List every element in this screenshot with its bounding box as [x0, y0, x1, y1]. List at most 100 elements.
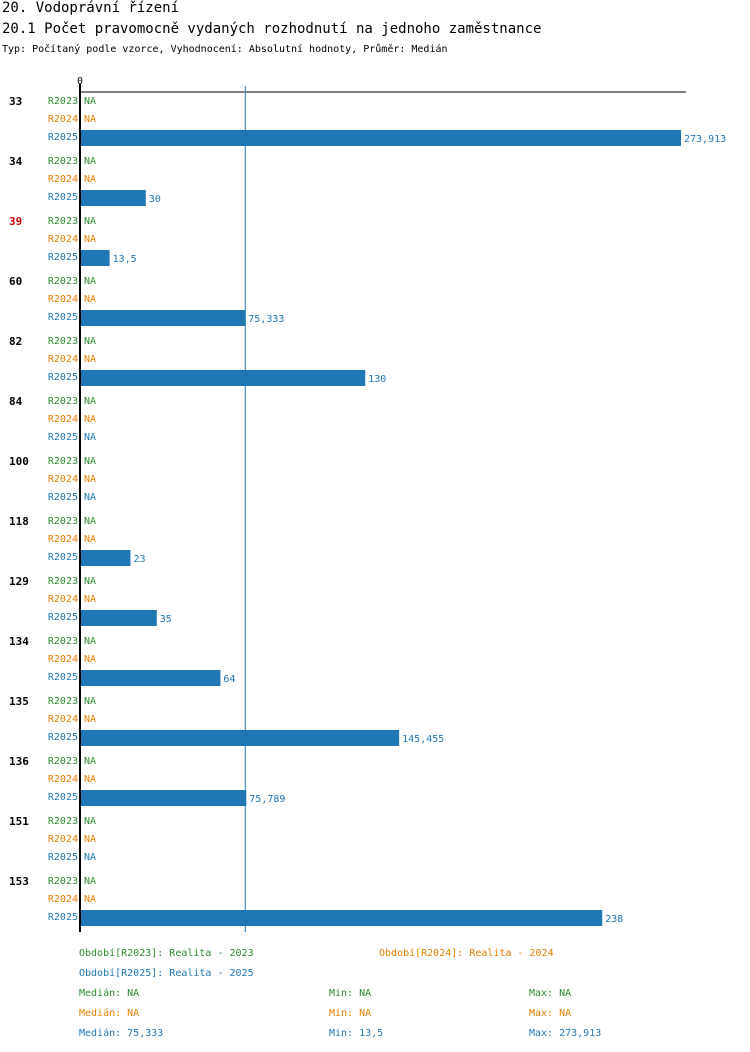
value-label-r2025-82: 130: [368, 374, 386, 385]
stat-r2024-max: Max: NA: [529, 1008, 572, 1019]
value-label-r2025-34: 30: [149, 194, 161, 205]
series-label-r2024-129: R2024: [48, 594, 78, 605]
bar-r2025-118: [80, 550, 131, 566]
na-label-r2025-84: NA: [84, 432, 96, 443]
series-label-r2023-34: R2023: [48, 156, 78, 167]
bar-r2025-153: [80, 910, 603, 926]
series-label-r2023-82: R2023: [48, 336, 78, 347]
series-label-r2024-84: R2024: [48, 414, 78, 425]
na-label-r2024-33: NA: [84, 114, 96, 125]
series-label-r2025-134: R2025: [48, 672, 78, 683]
na-label-r2023-84: NA: [84, 396, 96, 407]
series-label-r2023-129: R2023: [48, 576, 78, 587]
na-label-r2024-60: NA: [84, 294, 96, 305]
bar-chart: 0 33 R2023 NA R2024 NA R2025 273,913 34 R2023 NA R2…: [9, 76, 726, 932]
value-label-r2025-118: 23: [133, 554, 145, 565]
series-label-r2023-60: R2023: [48, 276, 78, 287]
na-label-r2024-129: NA: [84, 594, 96, 605]
series-label-r2025-60: R2025: [48, 312, 78, 323]
category-label-39: 39: [9, 215, 22, 228]
series-label-r2024-100: R2024: [48, 474, 78, 485]
category-label-84: 84: [9, 395, 23, 408]
stat-r2023-min: Min: NA: [329, 988, 372, 999]
na-label-r2025-151: NA: [84, 852, 96, 863]
series-label-r2023-153: R2023: [48, 876, 78, 887]
category-label-153: 153: [9, 875, 29, 888]
chart-subtitle: Typ: Počítaný podle vzorce, Vyhodnocení:…: [2, 44, 448, 55]
series-label-r2023-118: R2023: [48, 516, 78, 527]
series-label-r2024-153: R2024: [48, 894, 78, 905]
series-label-r2024-136: R2024: [48, 774, 78, 785]
bar-r2025-33: [80, 130, 681, 146]
bar-r2025-129: [80, 610, 157, 626]
na-label-r2024-153: NA: [84, 894, 96, 905]
value-label-r2025-60: 75,333: [248, 314, 284, 325]
value-label-r2025-33: 273,913: [684, 134, 726, 145]
na-label-r2025-100: NA: [84, 492, 96, 503]
na-label-r2024-118: NA: [84, 534, 96, 545]
na-label-r2023-151: NA: [84, 816, 96, 827]
category-label-34: 34: [9, 155, 23, 168]
bar-r2025-134: [80, 670, 221, 686]
na-label-r2023-135: NA: [84, 696, 96, 707]
axis-zero-label: 0: [77, 76, 83, 87]
category-label-100: 100: [9, 455, 29, 468]
na-label-r2024-135: NA: [84, 714, 96, 725]
na-label-r2023-136: NA: [84, 756, 96, 767]
legend-r2024: Období[R2024]: Realita - 2024: [379, 948, 554, 959]
series-label-r2025-135: R2025: [48, 732, 78, 743]
na-label-r2024-100: NA: [84, 474, 96, 485]
series-label-r2025-151: R2025: [48, 852, 78, 863]
series-label-r2024-82: R2024: [48, 354, 78, 365]
na-label-r2024-34: NA: [84, 174, 96, 185]
series-label-r2023-151: R2023: [48, 816, 78, 827]
na-label-r2023-118: NA: [84, 516, 96, 527]
category-label-135: 135: [9, 695, 29, 708]
na-label-r2023-134: NA: [84, 636, 96, 647]
bar-r2025-60: [80, 310, 246, 326]
bar-r2025-135: [80, 730, 400, 746]
value-label-r2025-134: 64: [223, 674, 235, 685]
series-label-r2023-39: R2023: [48, 216, 78, 227]
value-label-r2025-136: 75,789: [249, 794, 285, 805]
series-label-r2025-129: R2025: [48, 612, 78, 623]
category-label-136: 136: [9, 755, 29, 768]
category-label-60: 60: [9, 275, 22, 288]
value-label-r2025-135: 145,455: [402, 734, 444, 745]
series-label-r2023-136: R2023: [48, 756, 78, 767]
value-label-r2025-153: 238: [605, 914, 623, 925]
value-label-r2025-39: 13,5: [113, 254, 137, 265]
na-label-r2023-60: NA: [84, 276, 96, 287]
series-label-r2025-100: R2025: [48, 492, 78, 503]
na-label-r2024-84: NA: [84, 414, 96, 425]
stat-r2024-median: Medián: NA: [79, 1008, 140, 1019]
stat-r2023-median: Medián: NA: [79, 988, 140, 999]
series-label-r2023-84: R2023: [48, 396, 78, 407]
na-label-r2024-151: NA: [84, 834, 96, 845]
series-label-r2024-134: R2024: [48, 654, 78, 665]
stat-r2025-median: Medián: 75,333: [79, 1028, 164, 1039]
section-title: 20. Vodoprávní řízení: [2, 0, 180, 16]
bar-r2025-136: [80, 790, 247, 806]
stat-r2025-max: Max: 273,913: [529, 1028, 602, 1039]
series-label-r2025-136: R2025: [48, 792, 78, 803]
na-label-r2024-39: NA: [84, 234, 96, 245]
value-label-r2025-129: 35: [160, 614, 172, 625]
category-label-134: 134: [9, 635, 29, 648]
series-label-r2024-135: R2024: [48, 714, 78, 725]
na-label-r2023-34: NA: [84, 156, 96, 167]
series-label-r2024-34: R2024: [48, 174, 78, 185]
series-label-r2024-33: R2024: [48, 114, 78, 125]
category-label-82: 82: [9, 335, 22, 348]
series-label-r2025-82: R2025: [48, 372, 78, 383]
series-label-r2024-60: R2024: [48, 294, 78, 305]
series-label-r2025-39: R2025: [48, 252, 78, 263]
category-label-118: 118: [9, 515, 29, 528]
series-label-r2025-118: R2025: [48, 552, 78, 563]
series-label-r2023-135: R2023: [48, 696, 78, 707]
series-label-r2025-84: R2025: [48, 432, 78, 443]
na-label-r2023-82: NA: [84, 336, 96, 347]
stat-r2024-min: Min: NA: [329, 1008, 372, 1019]
category-label-33: 33: [9, 95, 22, 108]
chart-title: 20.1 Počet pravomocně vydaných rozhodnut…: [2, 21, 542, 37]
